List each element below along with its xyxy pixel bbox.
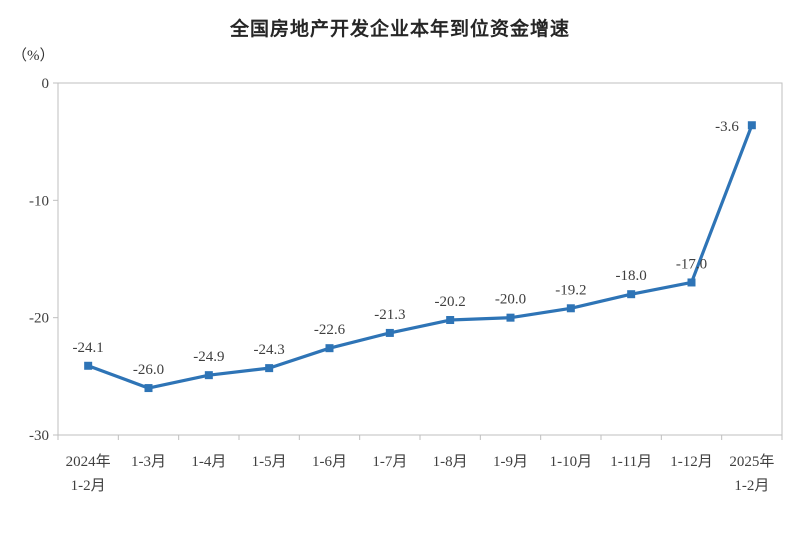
data-label: -18.0 <box>616 268 647 284</box>
data-point <box>325 344 334 353</box>
data-label: -20.2 <box>435 294 466 310</box>
data-point <box>687 278 696 287</box>
data-label: -21.3 <box>374 307 405 323</box>
y-axis-tick-label: -10 <box>29 193 49 209</box>
data-point <box>566 304 575 313</box>
x-axis-tick-label: 1-10月 <box>550 454 593 470</box>
data-label: -17.0 <box>676 256 707 272</box>
data-point <box>446 316 455 325</box>
x-axis-tick-label: 1-7月 <box>372 454 407 470</box>
x-axis-tick-label: 2025年 <box>729 453 774 470</box>
x-axis-tick-label: 1-11月 <box>610 454 652 470</box>
x-axis-tick-label: 2024年 <box>66 453 111 470</box>
data-line <box>86 123 754 390</box>
data-point <box>627 290 636 299</box>
x-axis-tick-label: 1-12月 <box>670 454 713 470</box>
data-point <box>84 361 93 370</box>
x-axis-tick-label: 1-4月 <box>191 454 226 470</box>
y-axis-tick-label: -30 <box>29 428 49 444</box>
data-label: -24.1 <box>73 340 104 356</box>
x-axis-tick-label: 1-3月 <box>131 454 166 470</box>
x-axis-tick-label: 1-5月 <box>252 454 287 470</box>
data-label: -20.0 <box>495 292 526 308</box>
data-point <box>265 364 274 373</box>
data-label: -24.3 <box>254 342 285 358</box>
plot-border <box>57 82 783 436</box>
y-axis-tick-label: -20 <box>29 311 49 327</box>
y-axis-tick-label: 0 <box>42 76 50 92</box>
x-axis-tick-label: 1-8月 <box>433 454 468 470</box>
data-label: -19.2 <box>555 282 586 298</box>
data-label: -24.9 <box>193 349 224 365</box>
x-axis-tick-label: 1-2月 <box>71 478 106 494</box>
y-axis-unit-label: （%） <box>12 48 55 64</box>
data-point <box>747 121 756 130</box>
data-label: -26.0 <box>133 362 164 378</box>
data-point <box>204 371 213 380</box>
data-point <box>385 328 394 337</box>
chart-title: 全国房地产开发企业本年到位资金增速 <box>229 19 570 40</box>
data-label: -22.6 <box>314 322 346 338</box>
x-axis-tick-label: 1-2月 <box>734 478 769 494</box>
data-point <box>506 313 515 322</box>
data-label: -3.6 <box>715 119 739 135</box>
data-point <box>144 384 153 393</box>
x-axis-tick-label: 1-9月 <box>493 454 528 470</box>
x-axis-tick-label: 1-6月 <box>312 454 347 470</box>
